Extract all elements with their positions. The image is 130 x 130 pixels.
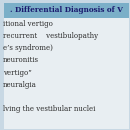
Text: neuralgia: neuralgia <box>3 81 37 89</box>
Text: recurrent    vestibulopathy: recurrent vestibulopathy <box>3 32 98 40</box>
Text: neuronitis: neuronitis <box>3 56 39 64</box>
FancyBboxPatch shape <box>4 3 129 18</box>
Text: vertigo”: vertigo” <box>3 69 31 77</box>
Text: e’s syndrome): e’s syndrome) <box>3 44 53 52</box>
Text: itional vertigo: itional vertigo <box>3 20 53 28</box>
Text: lving the vestibular nuclei: lving the vestibular nuclei <box>3 105 95 113</box>
FancyBboxPatch shape <box>4 3 129 129</box>
Text: . Differential Diagnosis of V: . Differential Diagnosis of V <box>10 6 123 14</box>
